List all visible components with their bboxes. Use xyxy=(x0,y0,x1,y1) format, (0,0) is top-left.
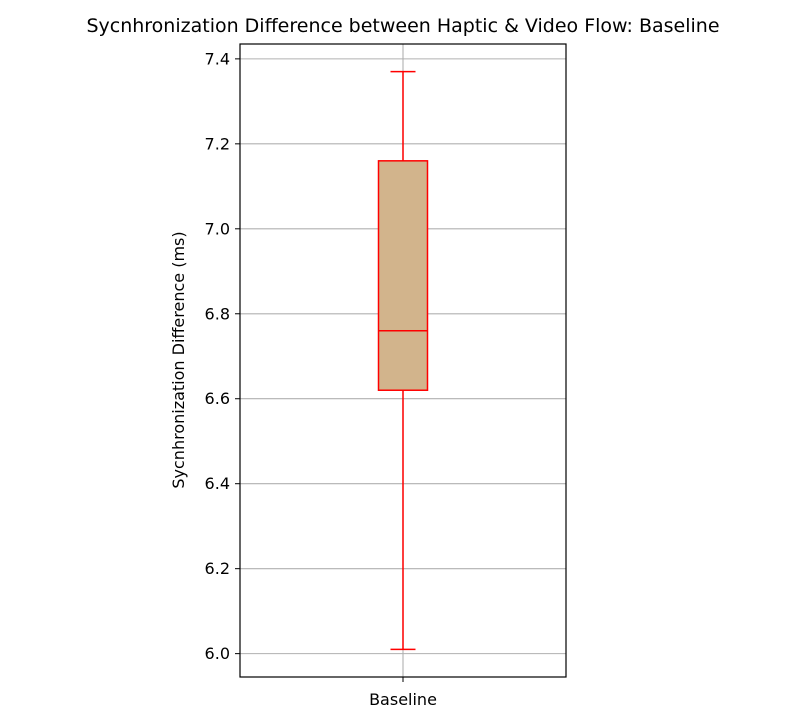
y-tick-label: 7.0 xyxy=(205,219,230,238)
box-layer xyxy=(377,70,429,651)
y-tick-label: 6.0 xyxy=(205,644,230,663)
y-tick-label: 7.2 xyxy=(205,134,230,153)
y-tick-label: 6.2 xyxy=(205,559,230,578)
y-tick-label: 6.8 xyxy=(205,304,230,323)
y-tick-label: 6.6 xyxy=(205,389,230,408)
box-baseline xyxy=(377,70,429,651)
y-axis-ticks: 6.0 6.2 6.4 6.6 6.8 7.0 7.2 7.4 xyxy=(205,49,240,663)
x-axis-ticks: Baseline xyxy=(369,677,437,709)
y-tick-label: 6.4 xyxy=(205,474,230,493)
chart-title: Sycnhronization Difference between Hapti… xyxy=(86,15,719,37)
y-tick-label: 7.4 xyxy=(205,49,230,68)
x-tick-label: Baseline xyxy=(369,690,437,709)
y-axis-label: Sycnhronization Difference (ms) xyxy=(169,231,188,488)
iqr-box xyxy=(377,160,429,391)
